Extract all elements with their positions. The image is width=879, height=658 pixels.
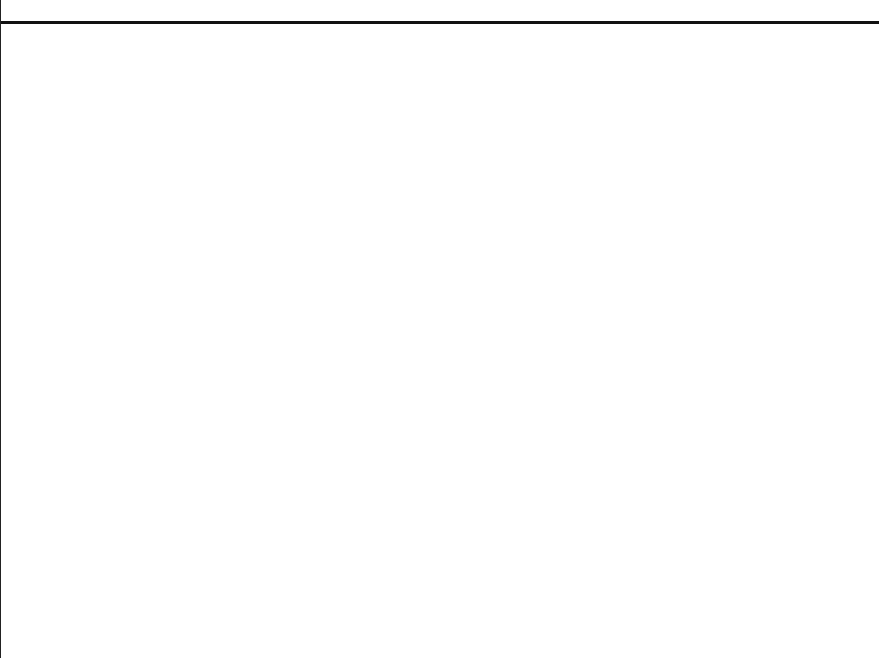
symbol-info-bar[interactable] [1, 0, 879, 24]
